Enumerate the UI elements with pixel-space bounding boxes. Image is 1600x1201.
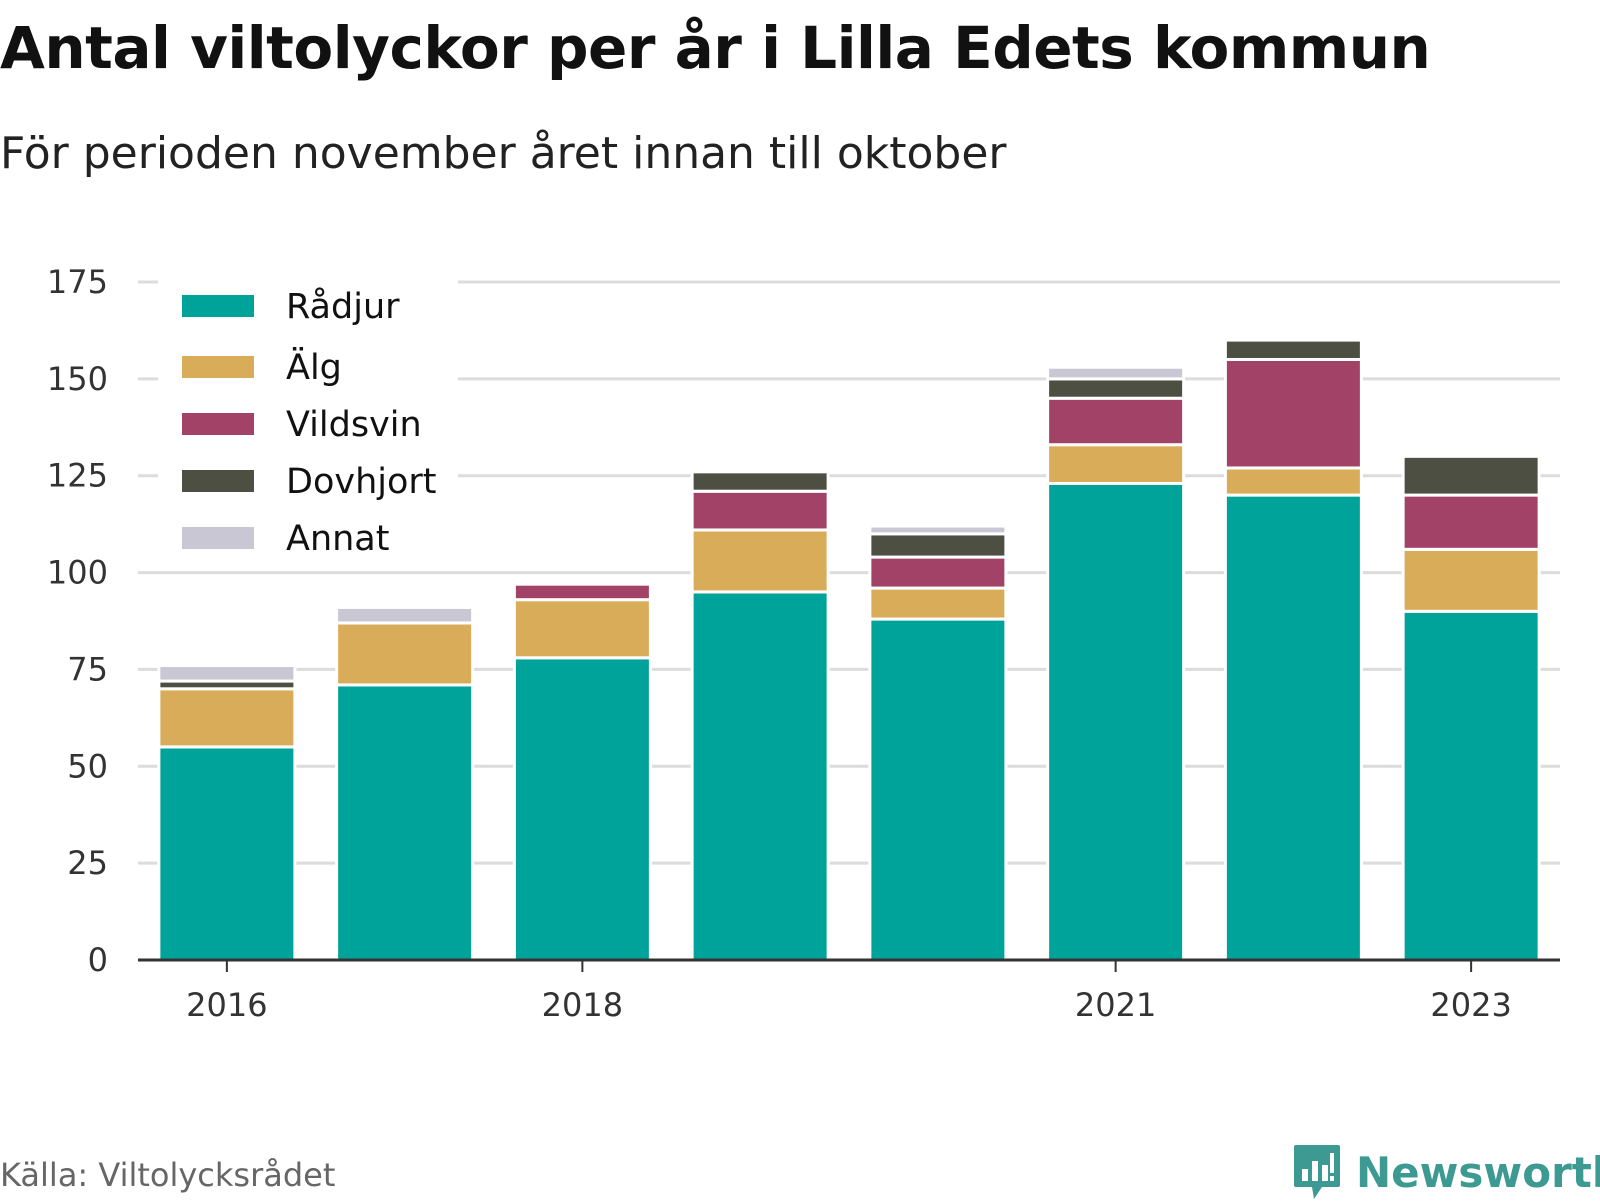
- y-tick-label: 50: [67, 747, 108, 785]
- bar-segment: [335, 621, 475, 687]
- bar-segment: [157, 745, 297, 962]
- bar-segment: [335, 683, 475, 962]
- x-tick-label: 2018: [542, 986, 623, 1024]
- bar-segment: [1223, 466, 1363, 497]
- y-tick-label: 150: [47, 360, 108, 398]
- x-tick-label: 2021: [1075, 986, 1156, 1024]
- bar-segment: [335, 605, 475, 625]
- bar-segment: [1223, 493, 1363, 962]
- x-tick-label: 2023: [1430, 986, 1511, 1024]
- stacked-bar-chart: 0 25 50 75 100 125 150 175 2016 2018 2021 2023 Rådj…: [47, 263, 1560, 1024]
- bar-segment: [1401, 547, 1541, 613]
- source-note: Källa: Viltolycksrådet: [0, 1156, 336, 1194]
- y-tick-label: 125: [47, 457, 108, 495]
- brand-logo: Newsworthy: [1292, 1143, 1600, 1201]
- bar-segment: [868, 586, 1008, 621]
- bar-segment: [868, 524, 1008, 536]
- bar-segment: [157, 687, 297, 749]
- axes: 0 25 50 75 100 125 150 175 2016 2018 2021 2023: [47, 263, 1560, 1024]
- bar-segment: [1046, 396, 1186, 447]
- bar-segment: [1401, 454, 1541, 497]
- bar-segment: [1401, 493, 1541, 551]
- bar-segment: [868, 532, 1008, 559]
- legend-label: Älg: [286, 346, 342, 388]
- bar-segment: [1046, 377, 1186, 400]
- bars: [157, 338, 1541, 962]
- bar-segment: [512, 656, 652, 962]
- bar-segment: [690, 489, 830, 532]
- legend-swatch: [182, 356, 254, 378]
- bar-segment: [690, 470, 830, 493]
- bar-segment: [868, 555, 1008, 590]
- y-tick-label: 75: [67, 650, 108, 688]
- bar-segment: [690, 528, 830, 594]
- bar-segment: [1046, 443, 1186, 485]
- bar-segment: [512, 598, 652, 660]
- legend-swatch: [182, 413, 254, 435]
- bar-segment: [1401, 609, 1541, 962]
- bar-segment: [1046, 365, 1186, 381]
- y-tick-label: 175: [47, 263, 108, 301]
- legend-swatch: [182, 295, 254, 317]
- bar-segment: [512, 582, 652, 602]
- y-tick-label: 25: [67, 844, 108, 882]
- bar-segment: [157, 664, 297, 683]
- chart-subtitle: För perioden november året innan till ok…: [0, 128, 1007, 179]
- bar-segment: [1046, 481, 1186, 962]
- chart-title: Antal viltolyckor per år i Lilla Edets k…: [0, 14, 1431, 82]
- y-tick-label: 100: [47, 554, 108, 592]
- bar-segment: [1223, 357, 1363, 470]
- brand-name: Newsworthy: [1356, 1147, 1600, 1197]
- legend-swatch: [182, 470, 254, 492]
- legend-label: Rådjur: [286, 286, 400, 327]
- x-tick-label: 2016: [186, 986, 267, 1024]
- legend-swatch: [182, 527, 254, 549]
- bar-segment: [690, 590, 830, 962]
- legend-label: Vildsvin: [286, 405, 422, 445]
- legend-label: Annat: [286, 519, 389, 559]
- bar-segment: [868, 617, 1008, 962]
- y-tick-label: 0: [88, 941, 108, 979]
- bar-segment: [1223, 338, 1363, 361]
- legend: Rådjur Älg Vildsvin Dovhjort Annat: [158, 280, 458, 560]
- legend-label: Dovhjort: [286, 462, 437, 502]
- newsworthy-logo-icon: [1294, 1145, 1340, 1199]
